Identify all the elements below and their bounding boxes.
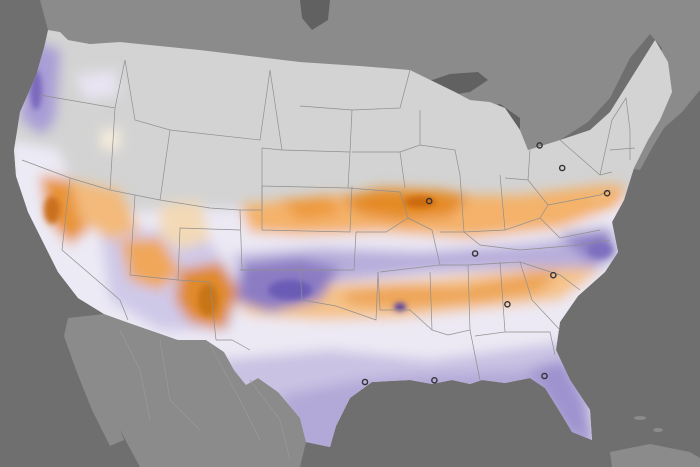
city-marker bbox=[361, 378, 369, 386]
cuba-landmass bbox=[610, 444, 700, 467]
hudson-bay-inlets bbox=[300, 0, 330, 30]
city-marker bbox=[550, 271, 557, 279]
canada-landmass bbox=[0, 0, 700, 170]
city-marker bbox=[541, 372, 548, 380]
city-marker bbox=[558, 164, 566, 172]
state-borders bbox=[21, 59, 636, 381]
city-marker bbox=[431, 376, 438, 384]
city-marker bbox=[603, 189, 611, 197]
baja-peninsula bbox=[64, 318, 124, 446]
city-markers bbox=[361, 142, 611, 386]
city-marker bbox=[536, 142, 543, 149]
mexico-landmass bbox=[68, 314, 306, 467]
city-marker bbox=[471, 250, 479, 257]
mexico-state-borders bbox=[119, 329, 291, 461]
bahamas-island bbox=[634, 416, 646, 420]
bahamas-island bbox=[653, 428, 663, 432]
city-marker bbox=[504, 300, 511, 308]
city-marker bbox=[425, 197, 433, 205]
